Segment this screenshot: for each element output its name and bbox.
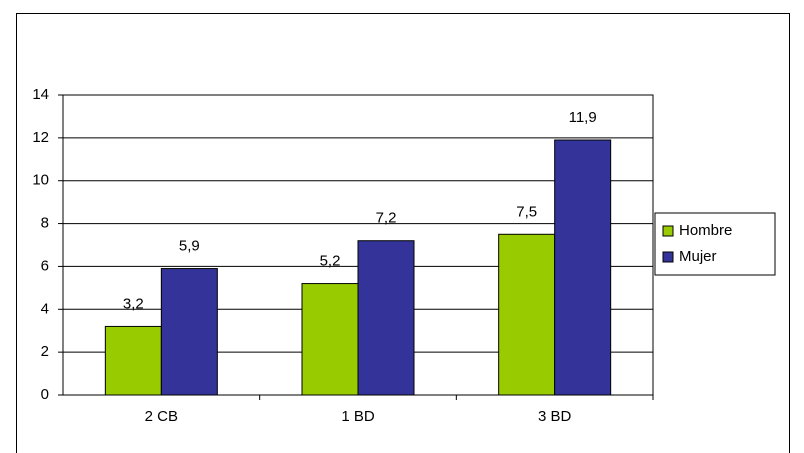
legend-swatch [662,251,674,263]
value-label: 7,5 [516,203,537,220]
value-label: 5,2 [320,253,341,270]
y-tick-label: 8 [41,215,49,232]
y-tick-label: 10 [32,172,49,189]
value-label: 7,2 [376,210,397,227]
value-label: 5,9 [179,238,200,255]
x-tick-label: 3 BD [538,408,572,425]
bar [498,233,556,396]
x-tick-label: 2 CB [145,408,178,425]
legend-label: Mujer [679,248,717,265]
legend-label: Hombre [679,222,732,239]
value-label: 3,2 [123,295,144,312]
y-tick-label: 2 [41,343,49,360]
y-tick-label: 6 [41,257,49,274]
y-tick-label: 0 [41,386,49,403]
legend-box [654,212,776,276]
bar [554,139,612,396]
bar [104,325,162,396]
bar [160,268,218,396]
bar [357,240,415,396]
y-tick-label: 12 [32,129,49,146]
legend-swatch [662,225,674,237]
value-label: 11,9 [569,109,597,126]
y-tick-label: 4 [41,300,49,317]
bar [301,283,359,396]
y-tick-label: 14 [32,86,49,103]
x-tick-label: 1 BD [341,408,375,425]
